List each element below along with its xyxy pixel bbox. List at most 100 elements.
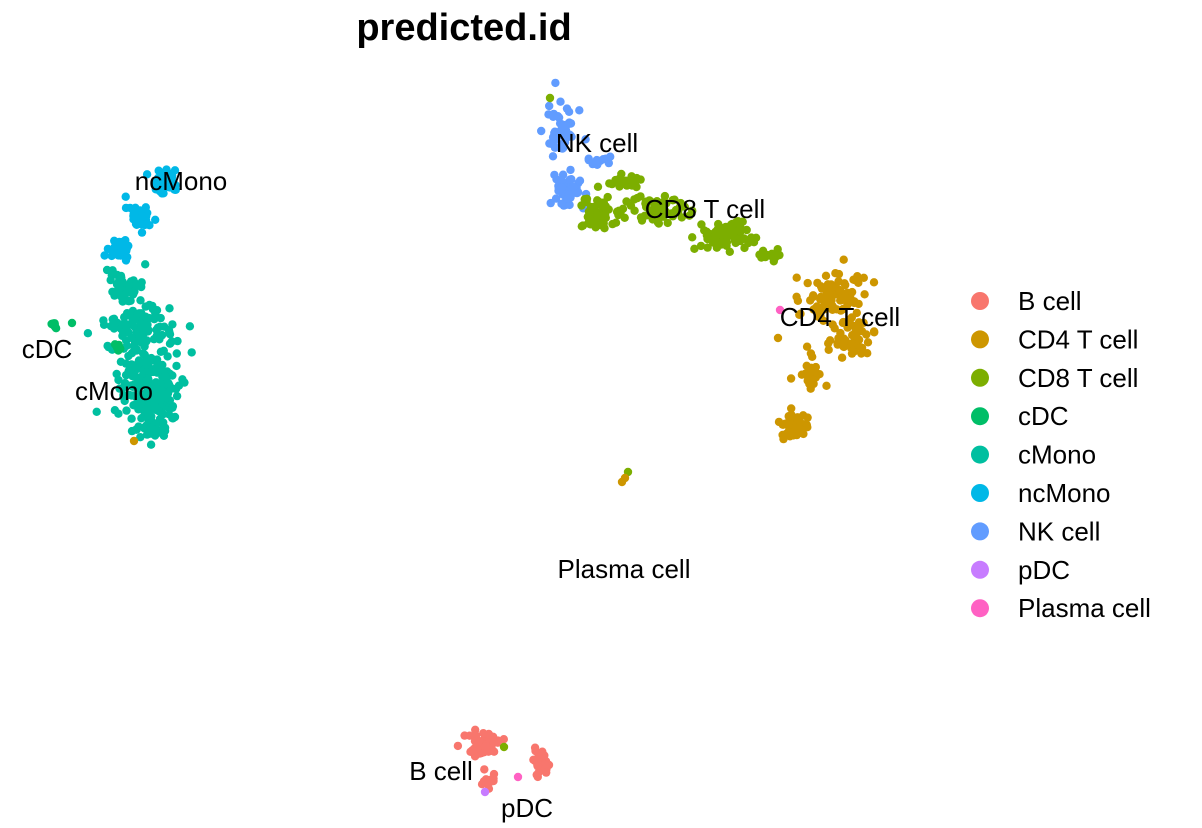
point-cd8-t-cell (685, 211, 694, 220)
point-cd4-t-cell (856, 343, 865, 352)
point-cd4-t-cell (816, 292, 826, 302)
point-cdc (67, 318, 77, 328)
point-cd4-t-cell (824, 339, 833, 348)
point-cd4-t-cell (787, 404, 796, 413)
point-ncmono (137, 228, 147, 237)
cluster-label-cd8-t-cell: CD8 T cell (645, 194, 765, 224)
point-b-cell (453, 741, 463, 751)
point-cmono (150, 400, 159, 410)
point-nk-cell (551, 194, 561, 203)
point-cmono (159, 418, 168, 427)
point-cd8-t-cell (593, 182, 603, 191)
cluster-label-nk-cell: NK cell (556, 128, 638, 158)
point-cd8-t-cell (711, 227, 720, 237)
point-cmono (158, 389, 167, 398)
point-cd4-t-cell (837, 353, 847, 362)
legend-label-ncmono: ncMono (1018, 478, 1111, 508)
point-cd4-t-cell (863, 338, 873, 347)
point-cmono (172, 349, 181, 358)
point-nk-cell (606, 152, 615, 161)
legend-key-cd4-t-cell (971, 330, 989, 349)
point-cd4-t-cell (838, 318, 848, 328)
point-cd4-t-cell (792, 292, 801, 301)
point-cd4-t-cell (802, 342, 812, 351)
point-cd8-t-cell (668, 212, 678, 221)
point-b-cell (537, 750, 546, 759)
point-cmono (99, 320, 109, 329)
point-cd4-t-cell (129, 436, 139, 446)
point-nk-cell (549, 112, 558, 122)
cluster-label-pdc: pDC (501, 793, 553, 823)
point-nk-cell (548, 152, 558, 161)
point-cd4-t-cell (852, 332, 861, 341)
point-layer (47, 78, 879, 797)
point-nk-cell (575, 106, 584, 115)
point-cd4-t-cell (839, 255, 848, 264)
point-cd4-t-cell (837, 296, 846, 305)
point-cd8-t-cell (545, 93, 555, 103)
cluster-label-b-cell: B cell (409, 756, 473, 786)
point-cmono (118, 331, 127, 341)
point-cmono (124, 366, 133, 375)
point-cd8-t-cell (648, 215, 657, 224)
point-cmono (152, 384, 162, 394)
point-cd4-t-cell (811, 368, 820, 377)
point-cmono (129, 380, 139, 389)
point-cd4-t-cell (835, 287, 844, 296)
point-b-cell (489, 747, 499, 756)
point-nk-cell (545, 101, 554, 111)
point-cmono (185, 322, 195, 331)
legend-key-nk-cell (971, 522, 989, 541)
point-cmono (125, 390, 134, 399)
point-cd4-t-cell (841, 280, 850, 290)
point-cd4-t-cell (821, 271, 831, 280)
point-cmono (146, 440, 156, 449)
point-cd8-t-cell (629, 177, 638, 186)
point-cd4-t-cell (802, 361, 811, 370)
point-nk-cell (565, 130, 574, 139)
point-cd8-t-cell (714, 219, 723, 229)
point-cmono (83, 329, 93, 338)
legend-label-cd4-t-cell: CD4 T cell (1018, 324, 1138, 354)
point-cd4-t-cell (857, 349, 866, 358)
point-cd4-t-cell (832, 305, 841, 314)
point-cd8-t-cell (600, 212, 609, 222)
point-cmono (165, 327, 174, 337)
point-cd8-t-cell (758, 246, 768, 255)
point-cmono (146, 368, 156, 377)
point-b-cell (481, 742, 490, 751)
point-cd8-t-cell (742, 225, 751, 235)
point-cmono (133, 310, 142, 319)
point-cmono (120, 313, 129, 322)
point-cd4-t-cell (809, 305, 818, 314)
point-cmono (112, 369, 121, 379)
point-cd8-t-cell (636, 192, 645, 201)
point-cmono (147, 412, 156, 421)
point-cd8-t-cell (659, 212, 668, 221)
point-ncmono (169, 178, 178, 187)
point-cmono (136, 433, 145, 442)
point-cd4-t-cell (843, 300, 852, 310)
point-ncmono (154, 173, 163, 183)
point-cmono (159, 431, 169, 440)
point-b-cell (534, 768, 543, 777)
point-cd4-t-cell (847, 320, 856, 330)
point-nk-cell (557, 183, 566, 192)
point-plasma-cell (513, 772, 523, 782)
point-cd8-t-cell (593, 211, 602, 220)
point-cd8-t-cell (703, 243, 712, 252)
point-cd4-t-cell (773, 333, 783, 343)
point-cmono (131, 281, 141, 290)
point-cmono (136, 319, 146, 328)
point-cd4-t-cell (847, 339, 856, 348)
point-cmono (137, 414, 146, 423)
point-b-cell (489, 738, 498, 747)
point-cd8-t-cell (663, 218, 672, 228)
point-cmono (108, 287, 117, 296)
point-cd4-t-cell (869, 278, 879, 287)
point-b-cell (468, 746, 477, 755)
point-cmono (104, 342, 113, 352)
point-cmono (144, 325, 153, 335)
point-nk-cell (551, 78, 560, 88)
